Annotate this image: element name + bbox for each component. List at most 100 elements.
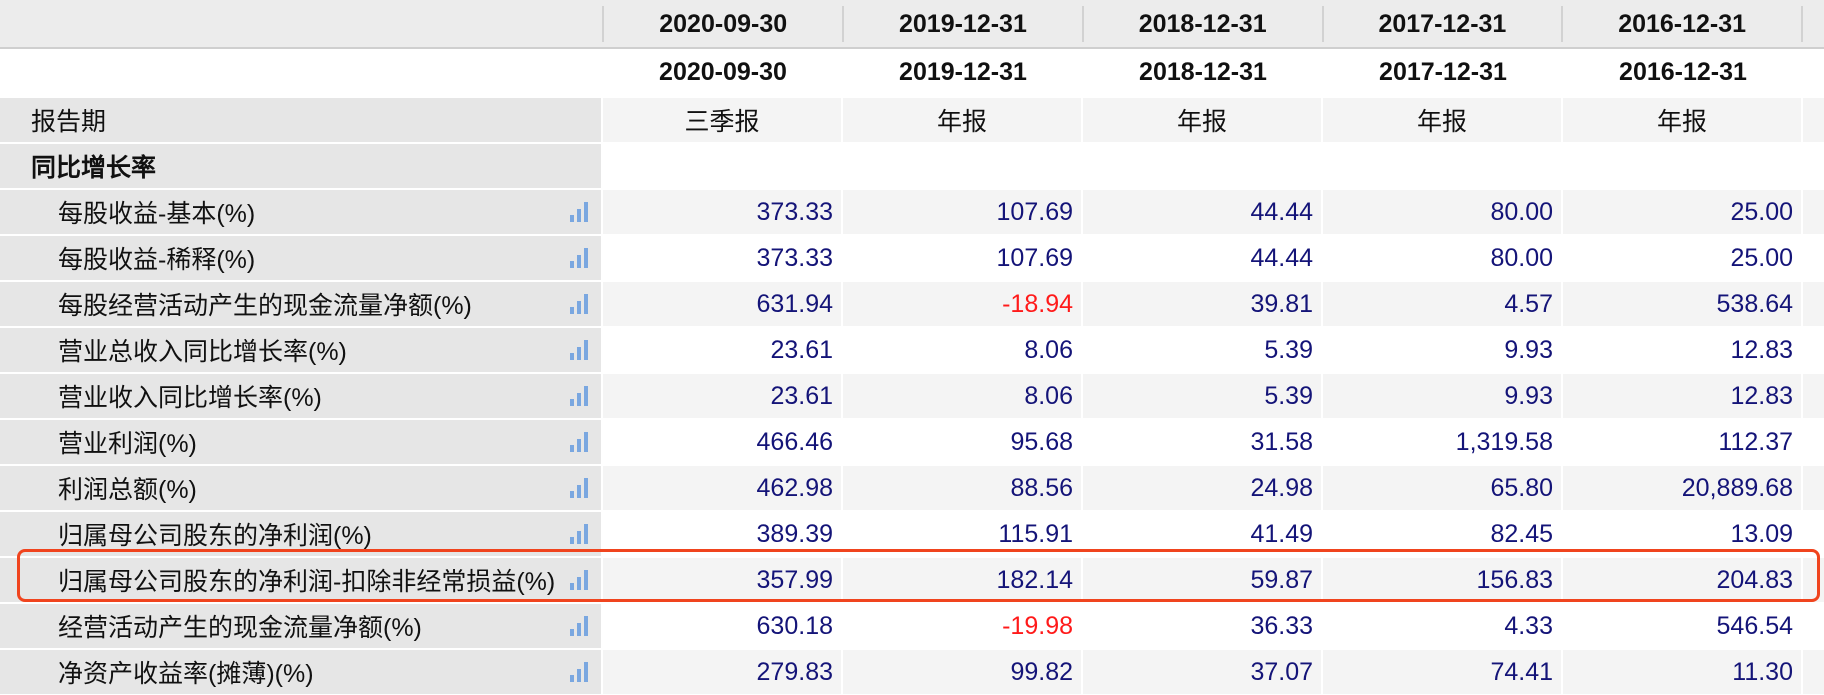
- row-label: 每股收益-稀释(%): [0, 236, 601, 280]
- table-row: 营业总收入同比增长率(%) 23.61 8.06 5.39 9.93 12.83: [0, 327, 1824, 373]
- row-filler: [1803, 420, 1824, 464]
- row-label-text: 营业收入同比增长率(%): [58, 384, 322, 412]
- column-header[interactable]: 2017-12-31: [1321, 6, 1562, 42]
- value-cell: 357.99: [603, 558, 841, 602]
- row-label: 报告期: [0, 98, 601, 142]
- value-cell: 99.82: [843, 650, 1081, 694]
- value-cell: 24.98: [1083, 466, 1321, 510]
- period-row: 报告期 三季报 年报 年报 年报 年报: [0, 97, 1824, 143]
- bar-chart-icon[interactable]: [570, 662, 588, 682]
- column-header[interactable]: 2016-12-31: [1561, 6, 1801, 42]
- row-label: 净资产收益率(摊薄)(%): [0, 650, 601, 694]
- bar-chart-icon[interactable]: [570, 570, 588, 590]
- bar-chart-icon[interactable]: [570, 524, 588, 544]
- row-filler: [1803, 236, 1824, 280]
- bar-chart-icon[interactable]: [570, 202, 588, 222]
- bar-chart-icon[interactable]: [570, 386, 588, 406]
- row-label: 经营活动产生的现金流量净额(%): [0, 604, 601, 648]
- value-cell: 65.80: [1323, 466, 1561, 510]
- row-label: 每股收益-基本(%): [0, 190, 601, 234]
- value-cell: 389.39: [756, 519, 833, 548]
- value-cell: 13.09: [1730, 519, 1793, 548]
- date-cell: 2017-12-31: [1379, 57, 1507, 86]
- value-cell: 5.39: [1264, 335, 1313, 364]
- row-label-text: 归属母公司股东的净利润-扣除非经常损益(%): [58, 568, 556, 596]
- period-cell: 年报: [1083, 98, 1321, 142]
- value-cell: 9.93: [1504, 335, 1553, 364]
- row-filler: [1803, 190, 1824, 234]
- value-cell: 538.64: [1563, 282, 1801, 326]
- value-cell: 23.61: [603, 374, 841, 418]
- value-cell: 182.14: [843, 558, 1081, 602]
- value-cell: 373.33: [603, 190, 841, 234]
- value-cell: 4.33: [1504, 611, 1553, 640]
- row-filler: [1803, 328, 1824, 372]
- row-label: 利润总额(%): [0, 466, 601, 510]
- date-cell: 2019-12-31: [899, 57, 1027, 86]
- value-cell: 80.00: [1490, 243, 1553, 272]
- section-label: 同比增长率: [0, 144, 601, 188]
- value-cell: 546.54: [1716, 611, 1793, 640]
- row-label-text: 每股收益-基本(%): [58, 200, 256, 228]
- table-row: 经营活动产生的现金流量净额(%) 630.18 -19.98 36.33 4.33 54…: [0, 603, 1824, 649]
- date-cell: 2018-12-31: [1139, 57, 1267, 86]
- row-label-text: 营业利润(%): [58, 430, 197, 458]
- value-cell: 44.44: [1083, 190, 1321, 234]
- row-label: 营业总收入同比增长率(%): [0, 328, 601, 372]
- table-row: 营业收入同比增长率(%) 23.61 8.06 5.39 9.93 12.83: [0, 373, 1824, 419]
- value-cell: 5.39: [1083, 374, 1321, 418]
- row-label: 每股经营活动产生的现金流量净额(%): [0, 282, 601, 326]
- bar-chart-icon[interactable]: [570, 616, 588, 636]
- value-cell: 466.46: [756, 427, 833, 456]
- bar-chart-icon[interactable]: [570, 432, 588, 452]
- bar-chart-icon[interactable]: [570, 478, 588, 498]
- value-cell: 20,889.68: [1563, 466, 1801, 510]
- value-cell: 8.06: [843, 374, 1081, 418]
- value-cell: 631.94: [603, 282, 841, 326]
- table-row: 归属母公司股东的净利润(%) 389.39 115.91 41.49 82.45 13.…: [0, 511, 1824, 557]
- value-cell: 74.41: [1323, 650, 1561, 694]
- value-cell: 4.57: [1323, 282, 1561, 326]
- row-filler: [1803, 558, 1824, 602]
- table-row: 归属母公司股东的净利润-扣除非经常损益(%) 357.99 182.14 59.87…: [0, 557, 1824, 603]
- table-row: 净资产收益率(摊薄)(%) 279.83 99.82 37.07 74.41 11.30: [0, 649, 1824, 695]
- row-filler: [1803, 374, 1824, 418]
- value-cell: 11.30: [1563, 650, 1801, 694]
- column-header[interactable]: 2019-12-31: [842, 6, 1082, 42]
- value-cell: 107.69: [843, 190, 1081, 234]
- value-cell: 31.58: [1250, 427, 1313, 456]
- row-label-text: 利润总额(%): [58, 476, 197, 504]
- section-title: 同比增长率: [31, 154, 157, 182]
- bar-chart-icon[interactable]: [570, 340, 588, 360]
- period-label: 报告期: [31, 108, 107, 136]
- value-cell: 41.49: [1250, 519, 1313, 548]
- table-row: 利润总额(%) 462.98 88.56 24.98 65.80 20,889.68: [0, 465, 1824, 511]
- value-cell: 39.81: [1083, 282, 1321, 326]
- value-cell: 36.33: [1250, 611, 1313, 640]
- value-cell: -18.94: [843, 282, 1081, 326]
- table-row: 营业利润(%) 466.46 95.68 31.58 1,319.58 112.37: [0, 419, 1824, 465]
- value-cell: 115.91: [998, 519, 1073, 548]
- value-cell: 44.44: [1250, 243, 1313, 272]
- row-filler: [1803, 282, 1824, 326]
- row-label-text: 经营活动产生的现金流量净额(%): [58, 614, 422, 642]
- value-cell: 82.45: [1490, 519, 1553, 548]
- header-row-dates: 2020-09-30 2019-12-31 2018-12-31 2017-12…: [0, 0, 1824, 49]
- row-label-text: 营业总收入同比增长率(%): [58, 338, 347, 366]
- header-blank: [0, 0, 602, 47]
- date-cell: 2020-09-30: [659, 57, 787, 86]
- column-header[interactable]: 2018-12-31: [1081, 6, 1322, 42]
- row-label-text: 每股经营活动产生的现金流量净额(%): [58, 292, 472, 320]
- value-cell: 107.69: [996, 243, 1073, 272]
- value-cell: 1,319.58: [1455, 427, 1553, 456]
- value-cell: 88.56: [843, 466, 1081, 510]
- value-cell: 37.07: [1083, 650, 1321, 694]
- bar-chart-icon[interactable]: [570, 248, 588, 268]
- row-label-text: 净资产收益率(摊薄)(%): [58, 660, 314, 688]
- date-cell: 2016-12-31: [1619, 57, 1747, 86]
- table-row: 每股经营活动产生的现金流量净额(%) 631.94 -18.94 39.81 4.57…: [0, 281, 1824, 327]
- value-cell: 9.93: [1323, 374, 1561, 418]
- bar-chart-icon[interactable]: [570, 294, 588, 314]
- row-label: 营业收入同比增长率(%): [0, 374, 601, 418]
- column-header[interactable]: 2020-09-30: [602, 6, 842, 42]
